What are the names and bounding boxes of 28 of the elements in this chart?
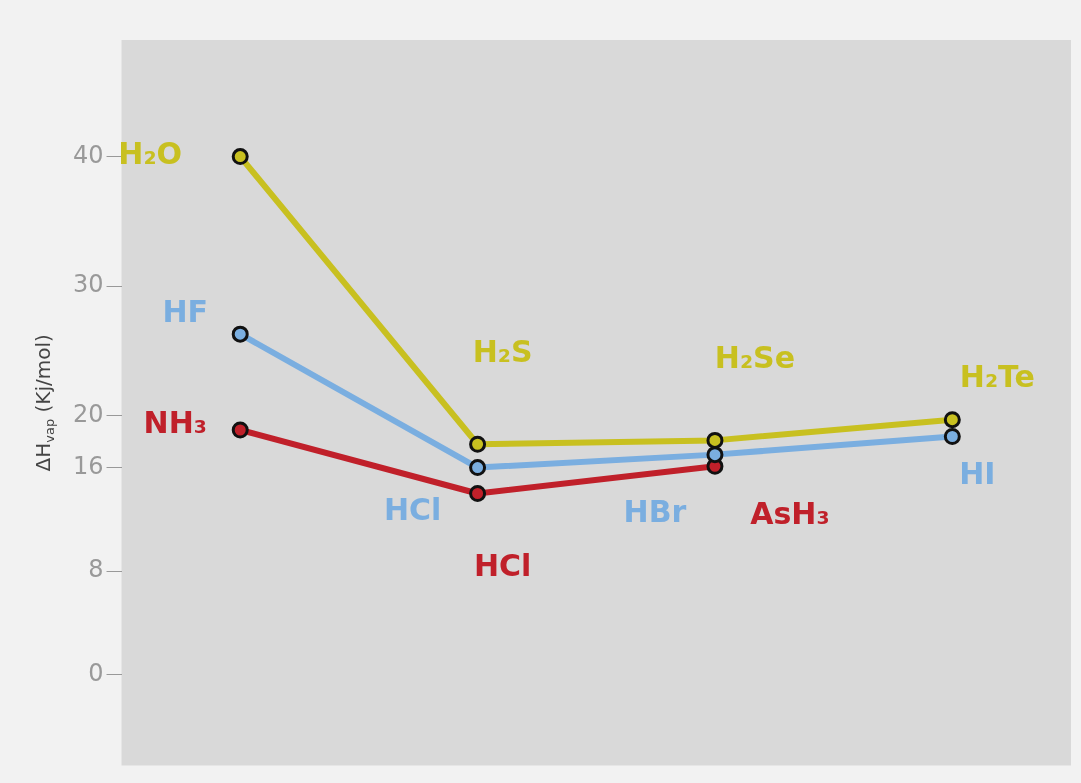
point [943,411,961,429]
y-tick-label: 20 [72,399,104,428]
point [706,446,724,464]
point [231,148,249,166]
point [469,459,487,477]
data-label: H₂Te [959,359,1035,395]
y-tick-label: 40 [72,140,104,169]
point [231,325,249,343]
data-label: HBr [623,494,687,530]
y-tick-label: 16 [72,451,104,480]
data-label: HCl [383,492,442,528]
point [943,427,961,445]
data-label: HI [959,456,996,492]
data-label: H₂O [118,136,183,172]
y-axis-title: ΔHvap (Kj/mol) [31,334,58,472]
y-tick-label: 8 [88,555,104,584]
data-label: AsH₃ [750,496,830,532]
point [469,435,487,453]
y-tick-label: 0 [88,659,104,688]
data-label: HF [162,293,209,329]
y-tick-label: 30 [72,270,104,299]
point [469,485,487,502]
point [706,431,724,449]
data-label: HCl [473,548,532,584]
data-label: NH₃ [143,404,207,440]
point [231,421,249,439]
data-label: H₂Se [714,340,796,376]
data-label: H₂S [472,334,533,370]
